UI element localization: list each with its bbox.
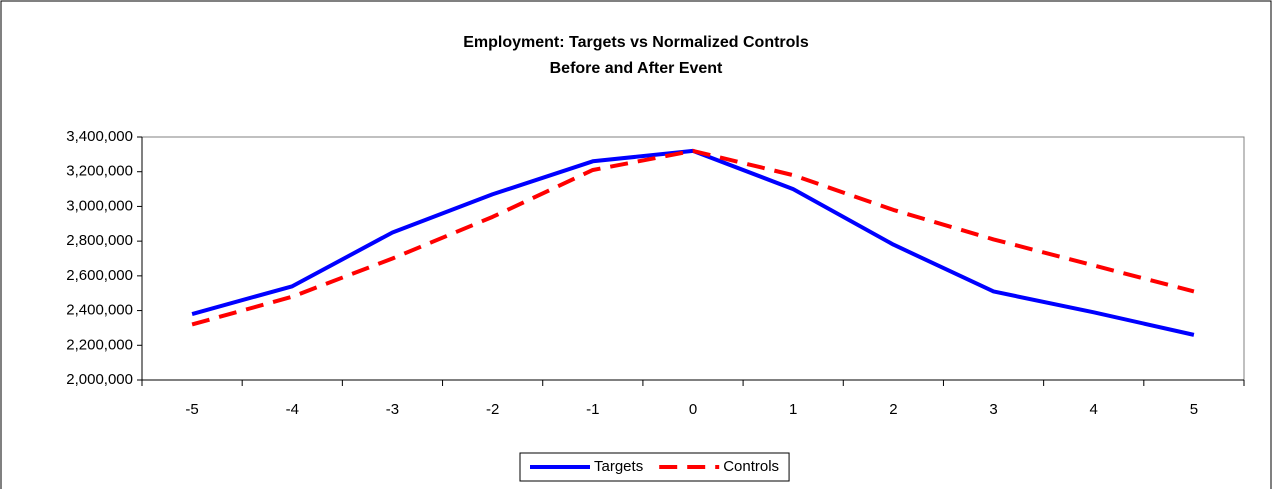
y-tick-label: 3,400,000 <box>66 128 133 145</box>
y-tick-label: 2,400,000 <box>66 302 133 319</box>
x-tick-label: 0 <box>689 401 697 418</box>
y-tick-label: 2,000,000 <box>66 371 133 388</box>
x-tick-label: -5 <box>185 401 198 418</box>
x-tick-label: -4 <box>286 401 299 418</box>
x-tick-label: -3 <box>386 401 399 418</box>
legend-label: Targets <box>594 458 643 475</box>
x-tick-label: 3 <box>989 401 997 418</box>
y-tick-label: 3,200,000 <box>66 163 133 180</box>
x-tick-label: 4 <box>1090 401 1098 418</box>
x-tick-label: 1 <box>789 401 797 418</box>
legend-label: Controls <box>723 458 779 475</box>
y-tick-label: 2,200,000 <box>66 336 133 353</box>
legend: Targets Controls <box>519 452 790 482</box>
x-tick-label: -1 <box>586 401 599 418</box>
y-tick-label: 2,800,000 <box>66 232 133 249</box>
plot-area <box>141 136 1245 381</box>
x-tick-label: -2 <box>486 401 499 418</box>
series-line <box>191 148 1195 327</box>
chart-subtitle: Before and After Event <box>550 60 723 77</box>
y-tick-label: 3,000,000 <box>66 197 133 214</box>
x-tick-label: 5 <box>1190 401 1198 418</box>
chart-title: Employment: Targets vs Normalized Contro… <box>463 34 809 51</box>
x-tick-label: 2 <box>889 401 897 418</box>
y-tick-label: 2,600,000 <box>66 267 133 284</box>
